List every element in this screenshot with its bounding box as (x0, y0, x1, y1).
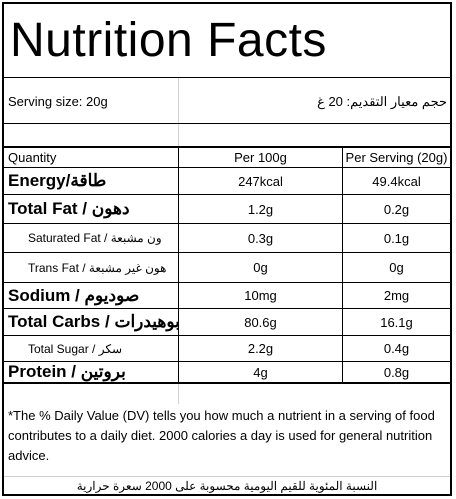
table-header-row: Quantity Per 100g Per Serving (20g) (4, 148, 450, 168)
value-per-serving: 0.1g (383, 230, 410, 246)
table-row-total-fat: Total Fat / دهون 1.2g 0.2g (4, 195, 450, 224)
nutrient-label: Energy/طاقة (8, 171, 107, 190)
nutrient-label: Total Sugar / سكر (28, 341, 123, 356)
table-row-saturated-fat: Saturated Fat / ون مشبعة 0.3g 0.1g (4, 224, 450, 253)
header-per-100g: Per 100g (234, 150, 287, 165)
value-per-100g: 1.2g (247, 201, 274, 217)
nutrient-label: Total Carbs / بوهيدرات (8, 312, 180, 331)
header-per-serving: Per Serving (20g) (345, 150, 448, 165)
nutrient-label: Trans Fat / هون غير مشبعة (28, 260, 167, 275)
divider (178, 384, 179, 404)
value-per-serving: 0.2g (383, 201, 410, 217)
value-per-100g: 2.2g (247, 341, 274, 356)
serving-size-ar: حجم معيار التقديم: 20 غ (317, 94, 447, 109)
nutrient-label: Saturated Fat / ون مشبعة (28, 231, 162, 245)
footnote-ar: النسبة المئوية للقيم اليومية محسوبة على … (76, 479, 378, 493)
page-title: Nutrition Facts (10, 14, 327, 67)
nutrient-label: Protein / بروتين (8, 362, 126, 381)
footnote-section: *The % Daily Value (DV) tells you how mu… (4, 384, 450, 494)
value-per-serving: 0.4g (383, 341, 410, 356)
table-row-energy: Energy/طاقة 247kcal 49.4kcal (4, 168, 450, 195)
nutrient-label: Total Fat / دهون (8, 199, 130, 218)
table-row-total-carbs: Total Carbs / بوهيدرات 80.6g 16.1g (4, 309, 450, 336)
value-per-serving: 49.4kcal (372, 173, 421, 189)
value-per-serving: 16.1g (380, 314, 413, 330)
value-per-100g: 4g (253, 364, 268, 380)
table-row-sodium: Sodium / صوديوم 10mg 2mg (4, 283, 450, 309)
divider (4, 476, 450, 477)
value-per-serving: 0.8g (383, 364, 410, 380)
spacer-row (4, 124, 450, 148)
value-per-serving: 2mg (383, 288, 410, 303)
divider (178, 78, 179, 123)
value-per-100g: 80.6g (244, 314, 277, 330)
nutrient-label: Sodium / صوديوم (8, 285, 140, 305)
serving-size-row: Serving size: 20g حجم معيار التقديم: 20 … (4, 78, 450, 124)
value-per-100g: 0g (253, 260, 268, 275)
value-per-100g: 10mg (244, 288, 277, 303)
value-per-100g: 0.3g (247, 230, 274, 246)
footnote-en: *The % Daily Value (DV) tells you how mu… (8, 408, 435, 463)
value-per-serving: 0g (389, 260, 404, 275)
header-quantity: Quantity (8, 150, 57, 165)
divider (178, 124, 179, 146)
nutrition-label: Nutrition Facts Serving size: 20g حجم مع… (2, 2, 452, 496)
table-row-trans-fat: Trans Fat / هون غير مشبعة 0g 0g (4, 253, 450, 283)
value-per-100g: 247kcal (238, 173, 283, 189)
serving-size-en: Serving size: 20g (8, 94, 108, 109)
title-row: Nutrition Facts (4, 4, 450, 78)
table-row-total-sugar: Total Sugar / سكر 2.2g 0.4g (4, 336, 450, 362)
table-row-protein: Protein / بروتين 4g 0.8g (4, 362, 450, 384)
